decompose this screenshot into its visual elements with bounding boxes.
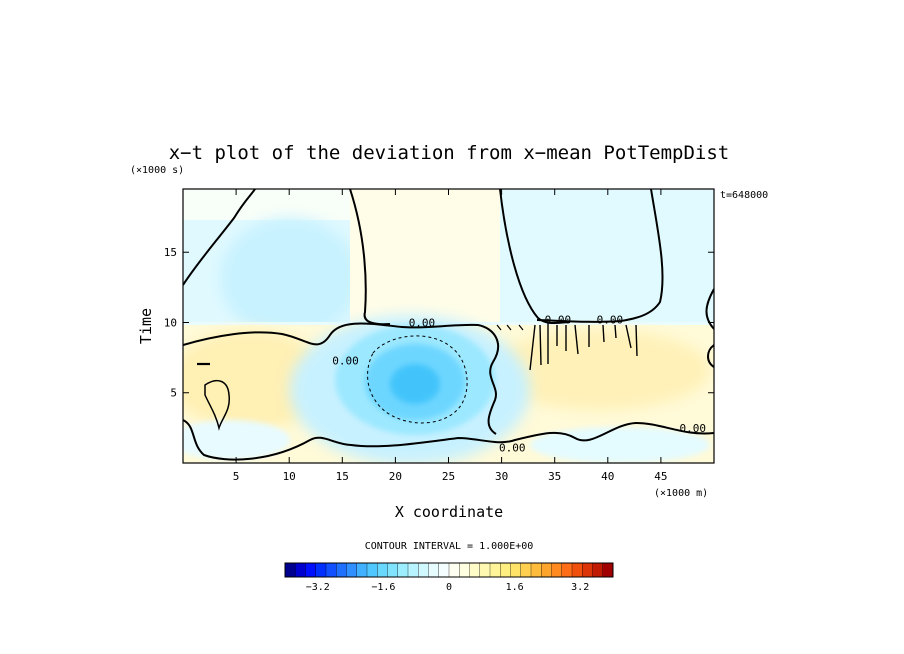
warm-patch-right <box>490 330 710 410</box>
colorbar-cell <box>448 562 460 578</box>
contour-interval-text: CONTOUR INTERVAL = 1.000E+00 <box>365 541 534 552</box>
warm-band-top-middle <box>350 189 500 325</box>
contour-right-pocket <box>536 189 664 323</box>
colorbar-ticks: −3.2 −1.6 0 1.6 3.2 <box>306 582 589 593</box>
colorbar-cell <box>520 562 532 578</box>
colorbar-cell <box>582 562 593 578</box>
contours <box>183 189 714 461</box>
x-tick-label: 35 <box>548 470 561 483</box>
colorbar-cell <box>366 562 378 578</box>
x-tick-label: 20 <box>389 470 402 483</box>
colorbar-tick-label: 1.6 <box>506 582 524 593</box>
cool-patch-low-left <box>183 420 290 460</box>
x-tick-label: 15 <box>336 470 349 483</box>
contour-right-ticks <box>496 324 524 331</box>
contour-right-small <box>707 344 714 368</box>
contour-right-edge <box>705 288 714 330</box>
colorbar-cell <box>295 562 306 578</box>
colorbar-cell <box>459 562 470 578</box>
x-unit-label: (×1000 m) <box>654 488 708 499</box>
y-tick-label: 10 <box>164 316 177 329</box>
x-tick-label: 5 <box>233 470 240 483</box>
colorbar-cell <box>510 562 522 578</box>
y-tick-label: 5 <box>170 387 177 400</box>
chart-title: x−t plot of the deviation from x−mean Po… <box>169 142 730 164</box>
colorbar-cell <box>336 562 347 578</box>
colorbar-cell <box>602 562 614 578</box>
cold-anomaly <box>290 315 530 463</box>
x-tick-label: 30 <box>495 470 508 483</box>
colorbar <box>284 562 614 578</box>
colorbar-tick-label: −1.6 <box>371 582 395 593</box>
contour-label: 0.00 <box>597 314 624 327</box>
plot-area: 0.00 0.00 0.00 0.00 0.00 0.00 <box>183 189 714 463</box>
colorbar-cell <box>356 562 368 578</box>
x-tick-label: 40 <box>601 470 614 483</box>
contour-zero-main <box>183 322 499 435</box>
x-axis: 5 10 15 20 25 30 35 40 45 <box>233 189 668 483</box>
contour-labels: 0.00 0.00 0.00 0.00 0.00 0.00 <box>332 314 706 455</box>
y-unit-label: (×1000 s) <box>130 165 184 176</box>
cold-anomaly-inner <box>390 364 440 404</box>
cool-band-right <box>500 189 714 325</box>
colorbar-cell <box>305 562 317 578</box>
colorbar-cell <box>489 562 501 578</box>
colorbar-cell <box>315 562 327 578</box>
y-tick-label: 15 <box>164 246 177 259</box>
colorbar-cell <box>561 562 573 578</box>
contour-right-spikes <box>529 322 638 371</box>
y-axis: 5 10 15 <box>164 246 714 400</box>
y-axis-title: Time <box>137 308 155 344</box>
colorbar-cell <box>438 562 450 578</box>
contour-label: 0.00 <box>680 422 707 435</box>
colorbar-cell <box>377 562 388 578</box>
cool-patch-left <box>220 218 360 338</box>
cool-patch-low-right <box>530 427 710 463</box>
colorbar-cell <box>325 562 337 578</box>
time-annotation: t=648000 <box>720 190 768 201</box>
upper-fields <box>183 189 714 338</box>
colorbar-cell <box>469 562 481 578</box>
contour-label: 0.00 <box>545 314 572 327</box>
contour-left-loop <box>204 379 231 431</box>
colorbar-cell <box>551 562 563 578</box>
contour-label: 0.00 <box>409 316 436 329</box>
colorbar-cell <box>418 562 429 578</box>
colorbar-cell <box>530 562 542 578</box>
colorbar-cell <box>592 562 604 578</box>
contour-dashed-cold <box>367 335 468 424</box>
contour-upper-left <box>183 189 256 286</box>
colorbar-tick-label: 3.2 <box>571 582 589 593</box>
colorbar-cell <box>284 562 296 578</box>
colorbar-cell <box>397 562 409 578</box>
colorbar-cell <box>500 562 511 578</box>
colorbar-tick-label: 0 <box>446 582 452 593</box>
colorbar-cell <box>479 562 491 578</box>
colorbar-cell <box>387 562 399 578</box>
colorbar-frame <box>284 562 614 578</box>
x-axis-title: X coordinate <box>395 503 503 521</box>
x-tick-label: 10 <box>283 470 296 483</box>
colorbar-cell <box>407 562 419 578</box>
x-tick-label: 25 <box>442 470 455 483</box>
colorbar-cell <box>346 562 358 578</box>
colorbar-cell <box>428 562 440 578</box>
colorbar-tick-label: −3.2 <box>306 582 330 593</box>
colorbar-cell <box>571 562 583 578</box>
x-tick-label: 45 <box>654 470 667 483</box>
colorbar-cell <box>541 562 552 578</box>
contour-upper-right <box>499 189 571 325</box>
contour-lower-band <box>183 419 714 461</box>
contour-label: 0.00 <box>499 442 526 455</box>
contour-label: 0.00 <box>332 354 359 367</box>
